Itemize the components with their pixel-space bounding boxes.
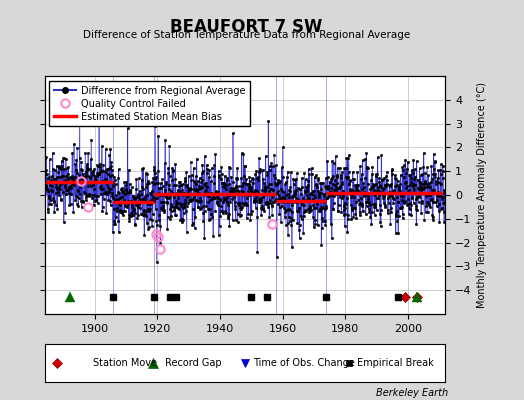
Text: Record Gap: Record Gap [165,358,222,368]
Text: BEAUFORT 7 SW: BEAUFORT 7 SW [170,18,322,36]
Legend: Difference from Regional Average, Quality Control Failed, Estimated Station Mean: Difference from Regional Average, Qualit… [49,81,250,126]
Text: Time of Obs. Change: Time of Obs. Change [253,358,355,368]
Text: Station Move: Station Move [93,358,157,368]
Y-axis label: Monthly Temperature Anomaly Difference (°C): Monthly Temperature Anomaly Difference (… [477,82,487,308]
Text: Empirical Break: Empirical Break [357,358,434,368]
Text: Difference of Station Temperature Data from Regional Average: Difference of Station Temperature Data f… [83,30,410,40]
Text: Berkeley Earth: Berkeley Earth [376,388,448,398]
